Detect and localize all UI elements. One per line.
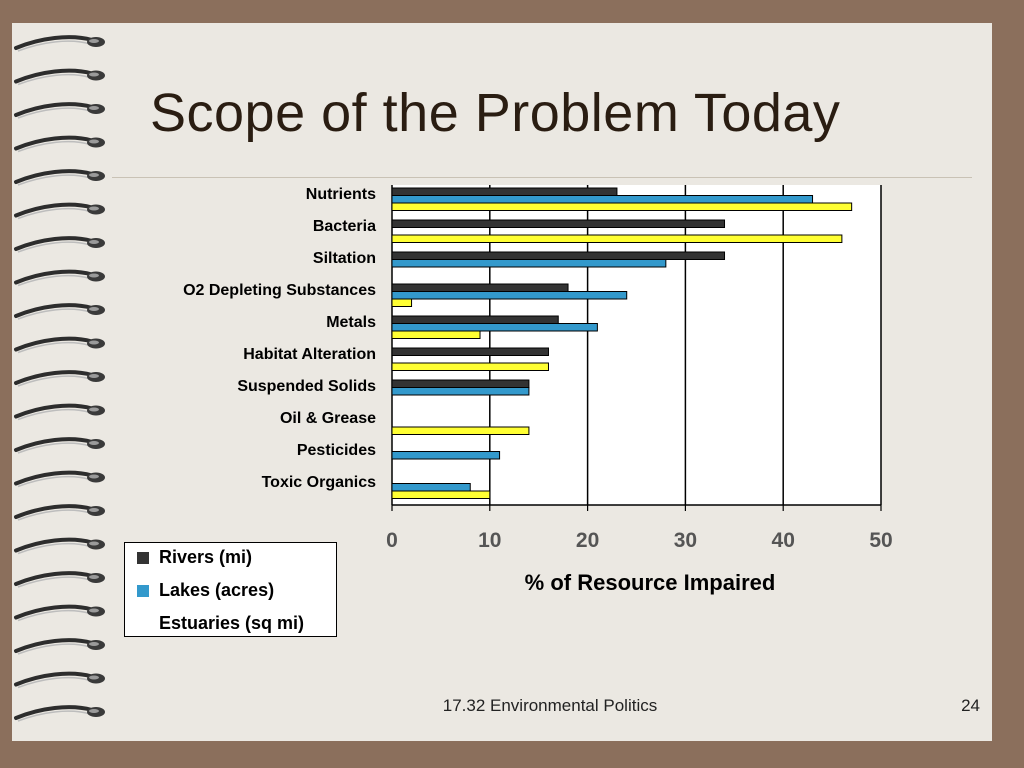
bar-rivers [391, 251, 726, 260]
binding-ring [14, 470, 105, 488]
legend-item-lakes: Lakes (acres) [137, 580, 274, 602]
slide-title: Scope of the Problem Today [150, 83, 841, 143]
category-label: Habitat Alteration [243, 346, 376, 363]
bar-rivers [391, 379, 530, 388]
legend-item-estuaries: Estuaries (sq mi) [137, 613, 304, 635]
binding-ring [14, 135, 105, 153]
category-label: O2 Depleting Substances [183, 282, 376, 299]
x-tick-label: 40 [772, 529, 795, 552]
binding-ring [14, 370, 105, 387]
x-axis-label: % of Resource Impaired [524, 570, 776, 595]
category-label: Nutrients [306, 186, 376, 203]
x-tick-label: 50 [869, 529, 892, 552]
binding-ring [14, 102, 105, 119]
x-tick-label: 10 [478, 529, 501, 552]
binding-ring [14, 336, 105, 354]
category-label: Toxic Organics [262, 474, 377, 491]
bar-estuaries [391, 202, 853, 211]
binding-ring [14, 35, 105, 52]
binding-ring [14, 437, 105, 454]
category-label: Suspended Solids [237, 378, 376, 395]
legend-label-estuaries: Estuaries (sq mi) [159, 613, 305, 633]
category-label: Oil & Grease [280, 410, 376, 427]
binding-ring [14, 671, 105, 689]
binding-ring [14, 571, 105, 588]
binding-ring [14, 202, 105, 220]
bar-estuaries [391, 490, 491, 499]
category-label: Metals [326, 314, 376, 331]
binding-ring [14, 638, 105, 655]
bar-lakes [391, 483, 471, 492]
category-label: Bacteria [313, 218, 376, 235]
binding-ring [14, 303, 105, 320]
binding-ring [14, 403, 105, 421]
legend-label-lakes: Lakes (acres) [159, 580, 275, 600]
spiral-binding [14, 35, 105, 722]
bar-rivers [391, 219, 726, 228]
binding-ring [14, 504, 105, 521]
binding-ring [14, 705, 105, 722]
legend-swatch-lakes [137, 585, 149, 597]
bar-lakes [391, 323, 598, 332]
x-tick-label: 0 [386, 529, 398, 552]
legend-swatch-estuaries [137, 618, 149, 630]
bar-lakes [391, 291, 628, 300]
bar-rivers [391, 315, 559, 324]
legend-label-rivers: Rivers (mi) [159, 547, 253, 567]
title-divider [112, 177, 972, 178]
binding-ring [14, 269, 105, 287]
bar-rivers [391, 187, 618, 196]
binding-ring [14, 537, 105, 555]
bar-estuaries [391, 426, 530, 435]
legend-swatch-rivers [137, 552, 149, 564]
category-label: Pesticides [297, 442, 376, 459]
bar-estuaries [391, 298, 413, 307]
bar-lakes [391, 195, 814, 204]
x-tick-label: 30 [674, 529, 697, 552]
bar-lakes [391, 259, 667, 268]
binding-ring [14, 604, 105, 622]
bar-estuaries [391, 234, 843, 243]
bar-rivers [391, 283, 569, 292]
chart-legend: Rivers (mi) Lakes (acres) Estuaries (sq … [124, 542, 337, 637]
slide-footer: 17.32 Environmental Politics [442, 696, 658, 715]
bar-lakes [391, 387, 530, 396]
bar-rivers [391, 347, 549, 356]
bar-estuaries [391, 330, 481, 339]
page-number: 24 [961, 696, 980, 715]
x-tick-label: 20 [576, 529, 599, 552]
binding-ring [14, 169, 105, 186]
bar-lakes [391, 451, 501, 460]
binding-ring [14, 68, 105, 86]
bar-estuaries [391, 362, 549, 371]
binding-ring [14, 236, 105, 253]
category-label: Siltation [313, 250, 376, 267]
legend-item-rivers: Rivers (mi) [137, 547, 252, 569]
